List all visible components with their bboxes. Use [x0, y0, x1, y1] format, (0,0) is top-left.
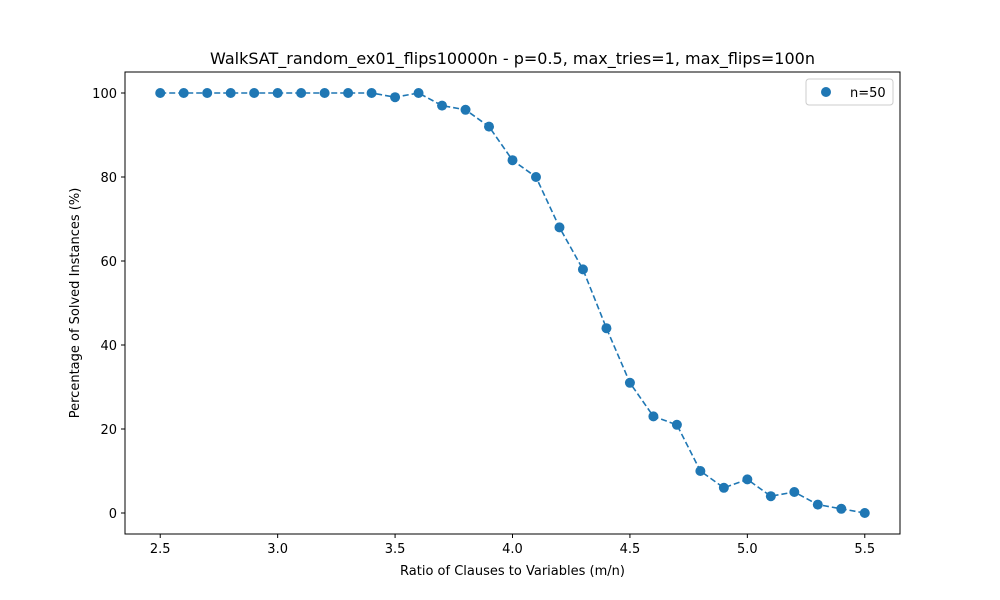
- y-tick-label: 0: [109, 507, 117, 522]
- data-point: [343, 88, 354, 98]
- x-tick-label: 5.0: [737, 542, 758, 557]
- y-tick-label: 60: [100, 255, 117, 270]
- data-point: [507, 155, 518, 166]
- data-point: [718, 482, 729, 493]
- data-point: [155, 88, 166, 98]
- x-tick-label: 4.5: [620, 542, 641, 557]
- y-tick-label: 40: [100, 339, 117, 354]
- legend-label: n=50: [850, 86, 886, 101]
- data-point: [648, 411, 659, 422]
- data-point: [765, 491, 776, 502]
- data-point: [624, 377, 635, 388]
- data-point: [390, 92, 401, 103]
- data-point: [554, 222, 565, 233]
- x-tick-label: 3.0: [267, 542, 288, 557]
- data-point: [601, 323, 612, 334]
- x-tick-label: 2.5: [150, 542, 171, 557]
- data-point: [695, 466, 706, 476]
- chart-title: WalkSAT_random_ex01_flips10000n - p=0.5,…: [210, 49, 815, 69]
- x-axis: 2.5 3.0 3.5 4.0 4.5 5.0 5.5: [150, 534, 875, 557]
- axes-frame: [124, 71, 901, 535]
- data-point: [296, 88, 307, 98]
- legend-marker: [821, 87, 831, 97]
- x-tick-label: 5.5: [854, 542, 875, 557]
- x-tick-label: 3.5: [385, 542, 406, 557]
- data-point: [437, 100, 448, 111]
- data-point: [249, 88, 260, 98]
- data-point: [366, 88, 377, 98]
- data-point: [413, 88, 424, 98]
- data-point: [178, 88, 189, 98]
- y-tick-label: 80: [100, 171, 117, 186]
- y-axis: 0 20 40 60 80 100: [92, 87, 125, 522]
- data-point: [742, 474, 753, 485]
- data-point: [530, 172, 541, 182]
- y-tick-label: 20: [100, 423, 117, 438]
- data-point: [484, 121, 495, 132]
- plot-area: [155, 88, 870, 518]
- data-point: [577, 264, 588, 275]
- data-point: [460, 104, 471, 115]
- data-point: [812, 499, 823, 510]
- y-tick-label: 100: [92, 87, 117, 102]
- data-point: [859, 508, 870, 518]
- legend-box: [805, 78, 894, 106]
- y-axis-label: Percentage of Solved Instances (%): [68, 188, 83, 419]
- data-point: [319, 88, 330, 98]
- data-point: [202, 88, 213, 98]
- data-point: [225, 88, 236, 98]
- data-point: [671, 419, 682, 430]
- x-tick-label: 4.0: [502, 542, 523, 557]
- legend: n=50: [805, 78, 894, 106]
- data-point: [789, 487, 800, 497]
- x-axis-label: Ratio of Clauses to Variables (m/n): [400, 564, 625, 579]
- data-point: [836, 503, 847, 514]
- data-point: [272, 88, 283, 98]
